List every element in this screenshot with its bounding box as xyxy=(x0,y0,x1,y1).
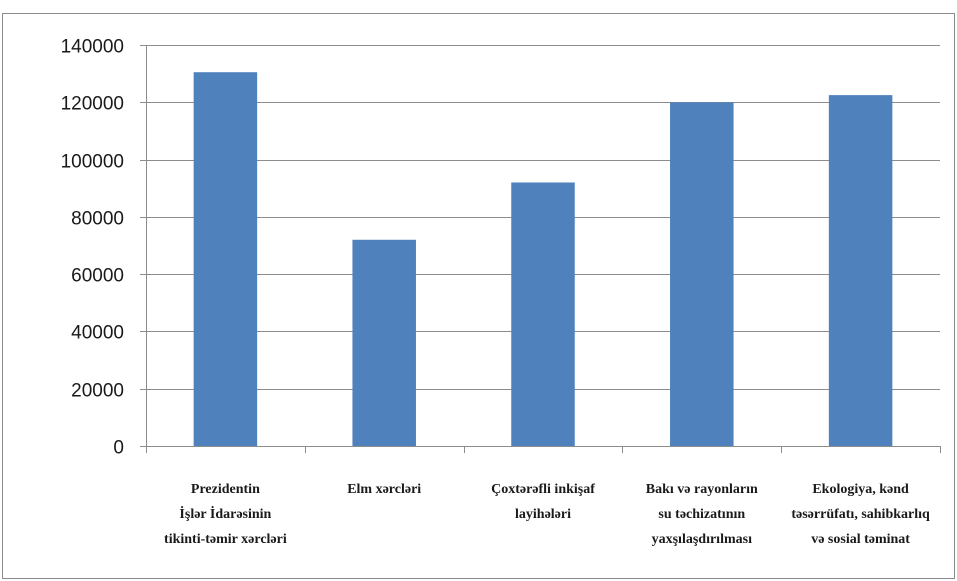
gridlines xyxy=(146,45,940,390)
y-tick-labels: 0 20000 40000 60000 80000 100000 120000 140000 xyxy=(61,37,124,459)
y-tick-label: 120000 xyxy=(61,94,124,115)
category-label: Prezidentin xyxy=(191,482,260,497)
y-tick-label: 0 xyxy=(113,438,124,459)
y-tick-label: 140000 xyxy=(61,37,124,58)
y-tick-label: 40000 xyxy=(71,323,124,344)
category-label: tikinti-təmir xərcləri xyxy=(164,532,287,547)
axes xyxy=(140,45,941,453)
category-label: yaxşılaşdırılması xyxy=(652,532,752,547)
y-tick-label: 60000 xyxy=(71,266,124,287)
category-label: İşlər İdarəsinin xyxy=(179,505,271,522)
category-label: təsərrüfatı, sahibkarlıq xyxy=(791,507,930,522)
category-label: su təchizatının xyxy=(658,507,745,522)
bar xyxy=(828,95,893,446)
category-label: Çoxtərəfli inkişaf xyxy=(491,482,595,497)
bar xyxy=(670,102,734,447)
category-label: Bakı və rayonların xyxy=(646,482,758,497)
chart-frame xyxy=(2,13,955,579)
bars xyxy=(193,72,893,447)
bar xyxy=(193,72,258,446)
y-tick-label: 80000 xyxy=(71,209,124,230)
category-label: Ekologiya, kənd xyxy=(812,482,909,497)
y-tick-label: 20000 xyxy=(71,381,124,402)
category-label: layihələri xyxy=(515,507,571,522)
bar xyxy=(511,182,575,446)
category-label: Elm xərcləri xyxy=(347,482,421,497)
category-labels: Prezidentin İşlər İdarəsinin tikinti-təmir… xyxy=(164,482,930,547)
y-tick-label: 100000 xyxy=(61,152,124,173)
category-label: və sosial təminat xyxy=(811,532,910,547)
bar xyxy=(352,239,416,446)
